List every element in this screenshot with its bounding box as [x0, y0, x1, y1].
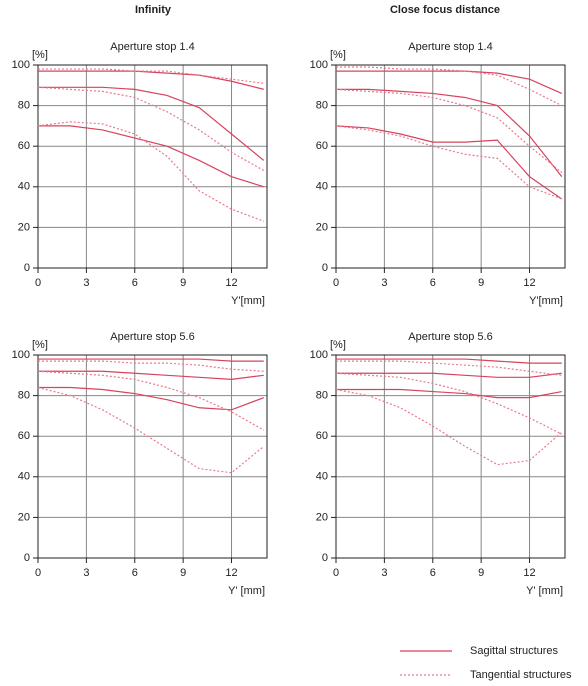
x-tick-label: 0 — [35, 277, 41, 289]
y-tick-label: 100 — [310, 59, 328, 71]
mtf-curve — [38, 370, 264, 380]
chart-title: Aperture stop 5.6 — [110, 331, 194, 343]
x-tick-label: 6 — [132, 277, 138, 289]
x-tick-label: 3 — [381, 567, 387, 579]
y-tick-label: 80 — [316, 390, 328, 402]
mtf-curve — [37, 370, 265, 431]
y-tick-label: 100 — [310, 349, 328, 361]
y-axis-label: [%] — [32, 339, 48, 351]
x-tick-label: 3 — [83, 567, 89, 579]
mtf-curve — [335, 372, 563, 435]
x-tick-label: 9 — [180, 567, 186, 579]
plot-frame — [37, 64, 268, 269]
mtf-curve — [336, 388, 562, 399]
plot-frame — [37, 354, 268, 559]
mtf-curve — [336, 360, 562, 376]
mtf-curve — [37, 386, 265, 474]
y-axis-label: [%] — [330, 339, 346, 351]
y-tick-label: 60 — [18, 430, 30, 442]
y-tick-label: 80 — [18, 390, 30, 402]
mtf-curve — [38, 358, 264, 362]
x-axis-label: Y' [mm] — [228, 585, 265, 597]
legend-label: Sagittal structures — [470, 645, 559, 657]
mtf-curve — [335, 125, 563, 200]
mtf-curve — [37, 121, 264, 222]
y-tick-label: 60 — [316, 140, 328, 152]
y-tick-label: 20 — [316, 221, 328, 233]
x-tick-label: 9 — [478, 277, 484, 289]
mtf-curve — [336, 358, 562, 364]
y-tick-label: 20 — [18, 221, 30, 233]
x-tick-label: 3 — [83, 277, 89, 289]
x-tick-label: 12 — [225, 277, 237, 289]
y-tick-label: 0 — [322, 262, 328, 274]
column-header: Close focus distance — [390, 4, 500, 16]
mtf-curve — [336, 88, 563, 178]
x-tick-label: 6 — [430, 567, 436, 579]
y-tick-label: 0 — [24, 552, 30, 564]
mtf-curve — [335, 125, 562, 200]
mtf-curve — [38, 70, 264, 90]
mtf-curve — [38, 68, 264, 84]
x-tick-label: 12 — [523, 277, 535, 289]
y-tick-label: 80 — [316, 100, 328, 112]
y-tick-label: 100 — [12, 349, 30, 361]
plot-frame — [335, 64, 566, 269]
mtf-curve — [38, 360, 264, 372]
y-tick-label: 20 — [316, 511, 328, 523]
x-tick-label: 6 — [430, 277, 436, 289]
y-tick-label: 40 — [18, 471, 30, 483]
x-axis-label: Y'[mm] — [529, 295, 563, 307]
plot-frame — [335, 354, 566, 559]
x-tick-label: 6 — [132, 567, 138, 579]
x-tick-label: 3 — [381, 277, 387, 289]
chart-title: Aperture stop 1.4 — [408, 41, 492, 53]
y-tick-label: 60 — [18, 140, 30, 152]
chart-title: Aperture stop 1.4 — [110, 41, 194, 53]
x-tick-label: 9 — [180, 277, 186, 289]
y-tick-label: 80 — [18, 100, 30, 112]
mtf-curve — [38, 86, 265, 161]
chart-title: Aperture stop 5.6 — [408, 331, 492, 343]
mtf-curve — [336, 66, 563, 107]
y-axis-label: [%] — [330, 49, 346, 61]
mtf-curve — [336, 70, 563, 94]
y-tick-label: 100 — [12, 59, 30, 71]
mtf-curve — [37, 86, 265, 172]
x-tick-label: 0 — [333, 277, 339, 289]
y-tick-label: 0 — [24, 262, 30, 274]
y-tick-label: 40 — [316, 471, 328, 483]
mtf-curve — [336, 372, 562, 378]
column-header: Infinity — [135, 4, 172, 16]
x-axis-label: Y' [mm] — [526, 585, 563, 597]
mtf-curve — [335, 388, 563, 466]
mtf-curve — [38, 125, 264, 188]
x-tick-label: 0 — [333, 567, 339, 579]
x-tick-label: 12 — [225, 567, 237, 579]
mtf-curve — [335, 88, 563, 174]
mtf-curve — [38, 386, 264, 411]
y-tick-label: 40 — [316, 181, 328, 193]
x-tick-label: 0 — [35, 567, 41, 579]
y-tick-label: 60 — [316, 430, 328, 442]
x-axis-label: Y'[mm] — [231, 295, 265, 307]
y-tick-label: 20 — [18, 511, 30, 523]
x-tick-label: 9 — [478, 567, 484, 579]
legend-label: Tangential structures — [470, 669, 572, 681]
y-tick-label: 0 — [322, 552, 328, 564]
y-tick-label: 40 — [18, 181, 30, 193]
x-tick-label: 12 — [523, 567, 535, 579]
y-axis-label: [%] — [32, 49, 48, 61]
